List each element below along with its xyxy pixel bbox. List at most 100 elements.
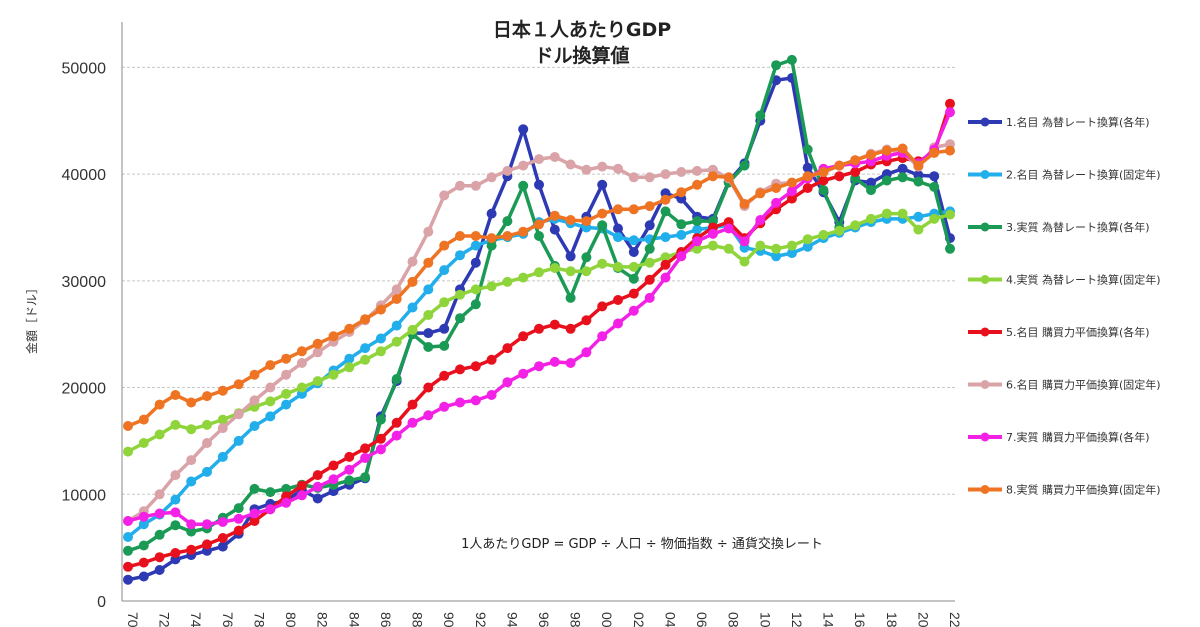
data-point — [312, 493, 323, 504]
data-point — [328, 460, 339, 471]
data-point — [154, 565, 165, 575]
y-tick-label: 50000 — [62, 60, 107, 77]
data-point — [249, 508, 260, 519]
data-point — [217, 451, 228, 462]
data-point — [233, 379, 244, 390]
data-point — [391, 430, 402, 441]
data-point — [549, 152, 560, 162]
data-point — [455, 364, 465, 375]
legend-label: 7.実質 購買力平価換算(各年) — [1006, 430, 1150, 444]
data-point — [739, 256, 750, 267]
data-point — [249, 369, 260, 380]
data-point — [692, 243, 703, 254]
data-point — [202, 466, 212, 477]
data-point — [265, 504, 276, 515]
x-tick-label: 80 — [283, 612, 299, 627]
data-point — [597, 161, 608, 172]
data-point — [534, 361, 544, 372]
data-point — [676, 167, 687, 177]
data-point — [897, 172, 908, 183]
data-point — [628, 247, 639, 257]
data-point — [360, 472, 371, 483]
data-point — [534, 267, 544, 278]
data-point — [850, 167, 861, 177]
data-point — [407, 256, 418, 267]
data-point — [676, 229, 687, 240]
data-point — [439, 340, 450, 351]
data-point — [423, 382, 434, 393]
data-point — [186, 526, 197, 537]
data-point — [233, 435, 244, 446]
data-point — [771, 60, 782, 71]
data-point — [929, 181, 940, 192]
data-point — [945, 107, 955, 118]
y-tick-label: 0 — [97, 594, 106, 611]
data-point — [692, 179, 703, 190]
y-axis-label: 金額［ドル］ — [24, 282, 39, 354]
x-tick-labels: 70 72 74 76 78 80 82 84 86 88 90 92 94 96 98 00 02 04 06 08… — [125, 612, 963, 627]
data-point — [391, 417, 402, 428]
data-point — [186, 476, 197, 487]
series-line — [127, 58, 952, 553]
data-point — [534, 154, 544, 165]
data-point — [644, 292, 655, 303]
data-point — [281, 353, 292, 364]
data-point — [945, 209, 955, 220]
data-point — [202, 391, 212, 402]
data-point — [660, 252, 671, 263]
data-point — [707, 171, 718, 182]
data-point — [344, 475, 355, 486]
data-point — [628, 288, 639, 299]
data-point — [929, 171, 940, 182]
data-point — [360, 354, 371, 365]
legend-marker — [980, 432, 990, 442]
data-point — [391, 374, 402, 384]
data-point — [439, 323, 450, 334]
data-point — [439, 265, 450, 276]
data-point — [802, 234, 813, 245]
x-tick-label: 88 — [410, 612, 426, 627]
data-point — [755, 215, 766, 225]
x-tick-label: 22 — [947, 612, 963, 627]
data-point — [391, 320, 402, 331]
data-point — [486, 172, 497, 183]
data-point — [186, 424, 197, 435]
data-point — [170, 470, 181, 481]
legend-item: 3.実質 為替レート換算(各年) — [968, 220, 1150, 234]
data-point — [565, 323, 576, 334]
data-point — [866, 149, 876, 160]
data-point — [281, 483, 292, 494]
data-point — [660, 272, 671, 283]
data-point — [597, 208, 608, 219]
data-point — [549, 319, 560, 330]
x-tick-label: 72 — [157, 612, 173, 627]
x-tick-label: 10 — [757, 612, 773, 627]
data-point — [786, 177, 797, 188]
data-point — [281, 369, 292, 380]
data-point — [644, 243, 655, 254]
data-point — [470, 284, 481, 295]
data-point — [881, 208, 892, 219]
data-point — [123, 545, 133, 556]
data-point — [628, 273, 639, 284]
data-point — [407, 399, 418, 410]
data-point — [723, 223, 734, 234]
data-point — [597, 331, 608, 342]
x-tick-label: 08 — [726, 612, 742, 627]
data-point — [202, 519, 212, 530]
data-point — [470, 361, 481, 372]
data-point — [170, 390, 181, 400]
y-tick-label: 10000 — [62, 487, 107, 504]
data-point — [897, 208, 908, 219]
data-point — [549, 263, 560, 273]
data-point — [628, 204, 639, 215]
data-point — [154, 399, 165, 410]
data-point — [771, 243, 782, 254]
data-point — [170, 419, 181, 430]
data-point — [391, 284, 402, 295]
data-point — [771, 183, 782, 193]
chart-subtitle: ドル換算値 — [534, 44, 629, 67]
data-point — [233, 513, 244, 524]
data-point — [929, 213, 940, 224]
